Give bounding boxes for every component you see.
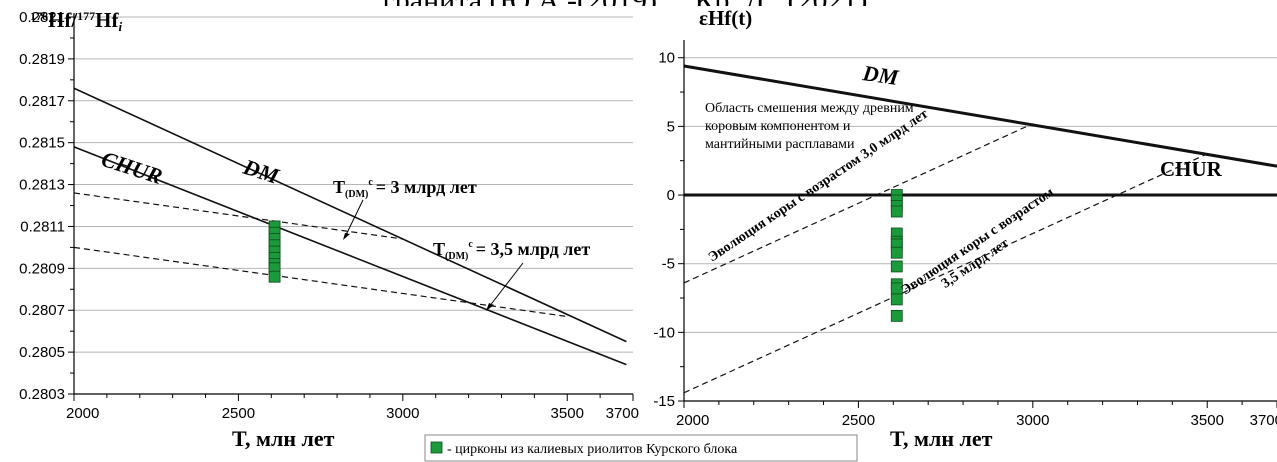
data-point	[890, 205, 903, 218]
y-tick-label: 0.2805	[19, 344, 65, 361]
x-tick-label: 3500	[1191, 412, 1224, 429]
data-point	[890, 260, 903, 273]
arrow-tdm-3	[343, 199, 364, 240]
data-point	[890, 293, 903, 306]
x-axis-label-right: T, млн лет	[890, 426, 993, 451]
label-crust-3-5: Эволюция коры с возрастом 3,5 млрд лет	[899, 183, 1069, 312]
label-dm-right: DM	[860, 60, 901, 90]
x-tick-label: 2500	[222, 405, 255, 422]
data-point	[890, 309, 903, 322]
arrow-tdm-3-5	[486, 262, 524, 311]
y-tick-label: 0.2809	[19, 260, 65, 277]
header-text: ...гранита (Ю.А.-(2019) ... Кр, Д...(202…	[360, 0, 867, 17]
series-line-dm	[73, 87, 627, 343]
y-tick-label: 0.2811	[20, 218, 65, 235]
y-tick-label: 0.2817	[19, 93, 65, 110]
label-tdm-3: T(DM)c = 3 млрд лет	[333, 177, 477, 200]
x-tick-label: 2500	[842, 412, 875, 429]
label-dm-left: DM	[240, 154, 284, 189]
data-point	[890, 246, 903, 259]
chart-right: -15-10-5051020002500300035003700 εHf(t) …	[653, 6, 1277, 451]
y-tick-label: -15	[653, 393, 675, 410]
y-tick-label: 0	[667, 187, 675, 204]
chart-left: 0.2803 0.2805 0.2807 0.2809 0.2811 0.2813 0.28…	[19, 8, 639, 451]
legend-text: - цирконы из калиевых риолитов Курского …	[447, 442, 738, 457]
label-chur-right: CHUR	[1160, 157, 1223, 181]
y-tick-label: 5	[667, 118, 675, 135]
label-chur-left: CHUR	[98, 146, 165, 189]
y-tick-label: 10	[658, 50, 675, 67]
y-tick-label: 0.2807	[19, 302, 65, 319]
y-tick-label: 0.2819	[19, 51, 65, 68]
x-tick-label: 3500	[551, 405, 584, 422]
y-tick-label: 0.2803	[19, 386, 65, 403]
y-tick-label: 0.2821	[19, 9, 65, 26]
x-tick-label: 3700	[1250, 412, 1277, 429]
y-tick-label: 0.2813	[19, 177, 65, 194]
series-line-chur	[73, 146, 627, 366]
x-tick-label: 2000	[676, 412, 709, 429]
legend: - цирконы из калиевых риолитов Курского …	[424, 434, 858, 462]
series-line-tdm35	[73, 246, 568, 318]
series-line-crust35	[683, 153, 1208, 394]
series-line-tdm3	[73, 192, 403, 240]
series-line-crust30	[683, 123, 1034, 284]
legend-box	[424, 434, 858, 462]
label-tdm-3-5: T(DM)c = 3,5 млрд лет	[433, 239, 590, 262]
x-tick-label: 3000	[1016, 412, 1049, 429]
legend-marker	[430, 441, 443, 454]
y-axis-label-left: 176Hf/177Hfi	[30, 8, 123, 34]
x-tick-label: 3700	[606, 405, 639, 422]
x-tick-label: 3000	[386, 405, 419, 422]
y-tick-label: 0.2815	[19, 135, 65, 152]
y-tick-label: -5	[662, 256, 675, 273]
series-line-dm	[683, 64, 1277, 168]
y-axis-label-right: εHf(t)	[699, 6, 752, 30]
x-axis-label-left: T, млн лет	[232, 426, 335, 451]
data-point	[268, 270, 281, 283]
label-mixing: Область смешения между древним коровым к…	[705, 101, 917, 152]
y-tick-label: -10	[653, 324, 675, 341]
x-tick-label: 2000	[66, 405, 99, 422]
